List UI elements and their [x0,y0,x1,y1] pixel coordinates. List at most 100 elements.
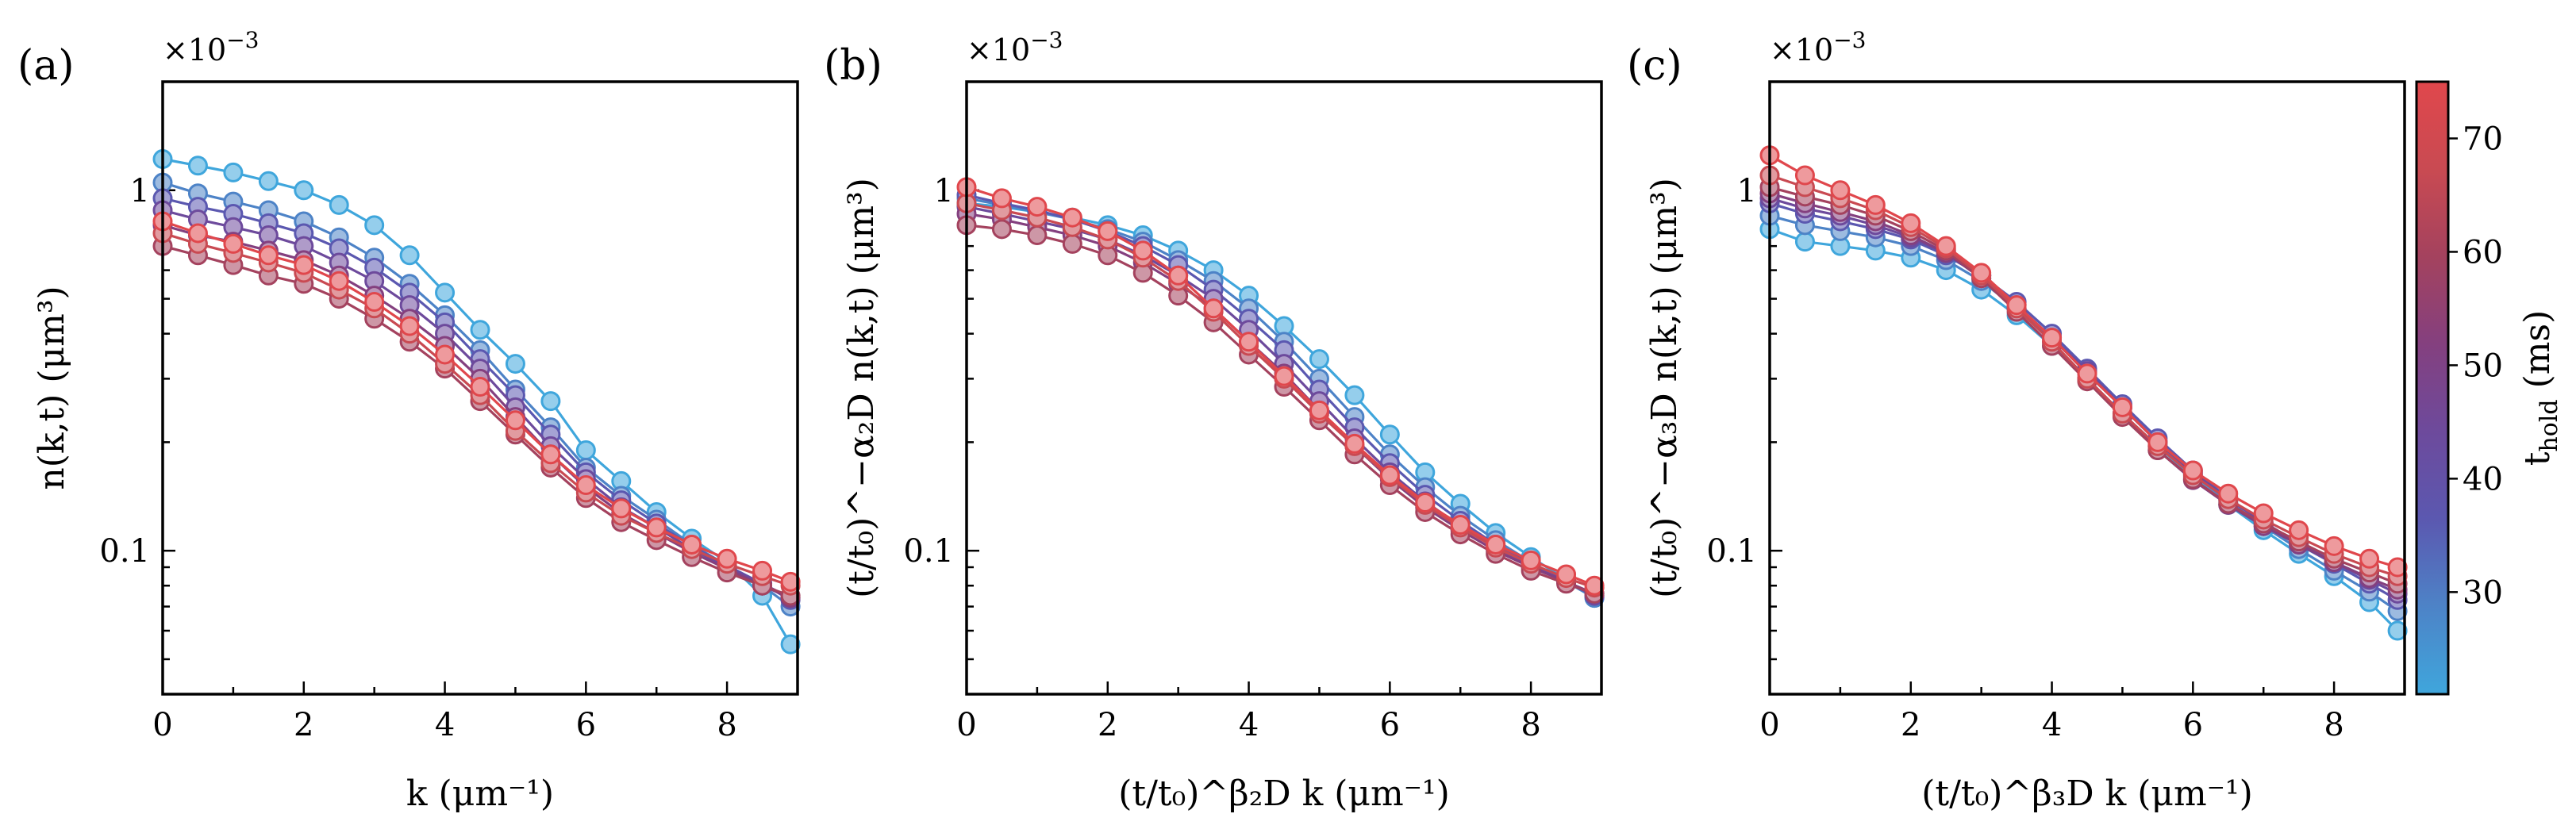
panel-a-data-point [223,233,244,254]
colorbar-gradient [2415,80,2450,696]
panel-b-x-axis-label: (t/t₀)^β₂D k (μm⁻¹) [1118,774,1450,814]
panel-c-data-point [1936,236,1956,256]
panel-a-data-point [540,391,561,412]
panel-a-data-point [717,548,737,569]
panel-a-y-tick-label: 1 [130,173,150,209]
panel-a-data-point [294,255,314,275]
panel-b-y-tick-label: 0.1 [903,533,954,570]
colorbar-tick-label: 70 [2463,121,2503,157]
colorbar-tick-label: 40 [2463,461,2503,497]
panel-a-data-point [575,475,596,496]
panel-c-data-point [1794,165,1815,186]
panel-c-data-point [1794,232,1815,252]
panel-c-plot-area: 0 2 4 6 8 0.1 1 [1706,80,2408,743]
panel-b-scale-note: ×10−3 [967,27,1063,67]
panel-b-data-point [1344,385,1365,405]
panel-a-data-point [258,245,279,266]
panel-c-y-tick-label: 1 [1737,173,1757,209]
panel-b: (b) ×10−3 0 2 4 6 80.11 (t/t₀)^β₂D k (μm⁻¹) … [824,27,1605,814]
panel-c-scale-note: ×10−3 [1770,27,1866,67]
panel-c-x-tick-label: 4 [2042,707,2062,743]
panel-c-data-point [2182,460,2203,481]
panel-c-data-point [1971,263,1992,283]
panel-a-data-point [780,571,801,592]
panel-b-data-point [1309,349,1329,370]
panel-c-x-tick-label: 8 [2324,707,2343,743]
colorbar-label: thold (ms) [2517,310,2563,466]
panel-a-x-tick-label: 8 [717,707,736,743]
panel-a-data-point [294,180,314,201]
panel-b-data-point [1132,240,1153,261]
colorbar-ticks: 30 40 50 60 70 [2448,121,2503,611]
panel-a-data-point [611,498,632,519]
panel-a-data-point [399,245,420,266]
panel-c-x-tick-label: 6 [2183,707,2203,743]
panel-b-data-point [991,188,1012,209]
panel-a-data-point [470,377,490,397]
colorbar: 30 40 50 60 70 thold (ms) [2415,80,2563,696]
panel-c-data-point [2218,483,2239,504]
panel-c-series-line-0 [1769,228,2399,632]
panel-b-data-point [1098,221,1118,241]
panel-b-data-point [1062,207,1082,228]
panel-b-data-point [1556,564,1577,585]
panel-b-y-tick-label: 1 [934,173,954,209]
panel-a-data-point [470,320,490,340]
panel-c-data-point [2147,432,2168,452]
panel-c-x-axis-label: (t/t₀)^β₃D k (μm⁻¹) [1921,774,2253,814]
panel-b-data-point [1379,465,1400,486]
panel-b-data-point [1203,298,1224,319]
panel-a-frame [161,80,799,696]
panel-a-x-tick-label: 4 [435,707,455,743]
panel-c-y-axis-label: (t/t₀)^−α₃D n(k,t) (μm³) [1644,178,1685,598]
panel-a-data-point [575,440,596,461]
panel-b-data-point [1415,492,1436,512]
panel-a-y-tick-label: 0.1 [99,533,150,570]
panel-b-y-axis-label: (t/t₀)^−α₂D n(k,t) (μm³) [841,178,882,598]
panel-b-x-tick-label: 0 [956,707,976,743]
panel-b-data-point [1274,366,1294,386]
panel-a-data-point [435,282,456,303]
panel-a-data-point [187,223,208,244]
panel-c-data-point [1830,180,1851,201]
panel-b-data-point [991,219,1012,240]
colorbar-tick-label: 60 [2463,234,2503,271]
panel-c-frame [1768,80,2406,696]
panel-a-data-point [258,171,279,191]
panel-b-x-tick-label: 2 [1098,707,1117,743]
panel-b-x-tick-label: 4 [1239,707,1259,743]
panel-c-data-point [2387,557,2408,578]
panel-a-x-tick-label: 6 [576,707,596,743]
panel-a-data-point [223,162,244,182]
panel-a-data-point [329,271,349,291]
panel-a-data-point [752,560,773,581]
panel-a-data-point [646,517,667,538]
panel-b-data-point [1450,515,1471,536]
panel-a-data-point [780,634,801,654]
panel-b-data-point [1027,197,1048,217]
panel-a-scale-note: ×10−3 [163,27,259,67]
panel-c-data-point [2289,520,2309,540]
panel-c-data-point [1901,213,1921,233]
panel-a-x-axis-label: k (μm⁻¹) [406,774,554,814]
panel-c-data-point [2042,328,2063,348]
panel-a-data-point [364,292,385,313]
colorbar-tick-label: 50 [2463,347,2503,384]
panel-c-data-point [2006,295,2027,316]
panel-a-y-axis-label: n(k,t) (μm³) [32,286,72,489]
colorbar-tick-label: 30 [2463,574,2503,611]
panel-a-data-point [364,215,385,236]
panel-b-data-point [1344,433,1365,454]
panel-a-x-tick-label: 0 [152,707,172,743]
panel-b-data-point [1486,534,1506,555]
panel-c-data-point [2324,536,2344,556]
panel-a-x-tick-label: 2 [294,707,313,743]
panel-a-data-point [682,534,702,555]
panel-b-data-point [1379,424,1400,445]
panel-a-data-point [329,194,349,215]
panel-a-data-point [540,444,561,465]
panel-a-data-point [187,155,208,176]
panel-c-data-point [2112,397,2132,417]
panel-a-data-point [435,344,456,365]
